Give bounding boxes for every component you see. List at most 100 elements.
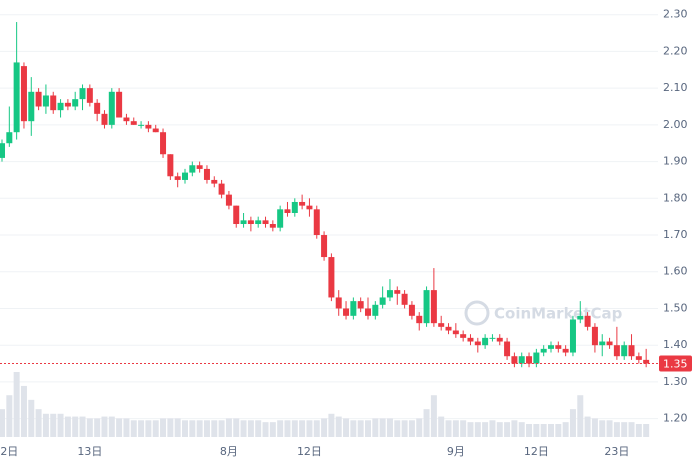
candle-body xyxy=(189,165,196,173)
candle-body xyxy=(108,91,115,125)
volume-bar xyxy=(489,420,496,437)
candle-body xyxy=(174,176,181,180)
volume-bar xyxy=(328,413,335,437)
last-price-box xyxy=(659,355,692,372)
volume-bar xyxy=(526,424,533,437)
volume-bar xyxy=(269,422,276,437)
volume-bar xyxy=(145,420,152,437)
x-tick-label: 8月 xyxy=(220,445,238,458)
y-tick-label: 2.00 xyxy=(663,118,688,131)
x-tick-label: 23日 xyxy=(604,445,629,458)
candle-body xyxy=(584,315,591,327)
volume-bar xyxy=(621,422,628,437)
candle-body xyxy=(438,323,445,327)
candle-body xyxy=(504,341,511,357)
x-tick-label: 12日 xyxy=(524,445,549,458)
volume-bar xyxy=(255,420,262,437)
volume-bar xyxy=(123,418,130,437)
candle-body xyxy=(606,341,613,346)
candle-body xyxy=(57,102,64,111)
volume-bar xyxy=(225,418,232,437)
candle-body xyxy=(86,88,93,103)
volume-bar xyxy=(247,420,254,437)
candle-body xyxy=(167,154,174,177)
candle-body xyxy=(321,235,328,258)
candle-body xyxy=(116,91,123,118)
candle-body xyxy=(0,143,5,158)
candle-body xyxy=(401,293,408,305)
volume-bar xyxy=(511,420,518,437)
volume-bar xyxy=(379,418,386,437)
candle-body xyxy=(555,345,562,349)
candle-body xyxy=(372,304,379,316)
volume-bar xyxy=(401,420,408,437)
candle-body xyxy=(138,124,145,126)
candle-body xyxy=(511,356,518,364)
candle-body xyxy=(562,348,569,353)
y-tick-label: 1.50 xyxy=(663,301,688,314)
volume-bar xyxy=(555,424,562,437)
candle-body xyxy=(526,356,533,364)
candle-body xyxy=(379,297,386,305)
volume-bar xyxy=(445,420,452,437)
candle-body xyxy=(101,113,108,125)
candle-body xyxy=(613,345,620,357)
volume-bar xyxy=(460,420,467,437)
volume-bar xyxy=(189,420,196,437)
volume-bar xyxy=(372,418,379,437)
candle-body xyxy=(496,337,503,342)
candle-body xyxy=(255,220,262,225)
x-tick-label: 12日 xyxy=(297,445,322,458)
y-tick-label: 1.60 xyxy=(663,265,688,278)
candle-body xyxy=(548,345,554,349)
y-tick-label: 2.30 xyxy=(663,8,688,21)
volume-bar xyxy=(306,420,313,437)
candle-body xyxy=(182,172,188,180)
candle-body xyxy=(306,205,313,210)
volume-bar xyxy=(35,409,42,437)
candle-body xyxy=(350,301,357,316)
candle-body xyxy=(123,117,130,122)
volume-bar xyxy=(240,420,247,437)
volume-bar xyxy=(394,420,401,437)
volume-bar xyxy=(518,422,525,437)
volume-bar xyxy=(28,399,35,437)
volume-bar xyxy=(496,422,503,437)
volume-bar xyxy=(386,418,393,437)
watermark: CoinMarketCap xyxy=(464,300,623,326)
candle-body xyxy=(291,201,298,213)
candle-body xyxy=(13,62,20,133)
volume-bar xyxy=(474,422,481,437)
candle-body xyxy=(240,220,247,225)
volume-bar xyxy=(628,422,635,437)
volume-bar xyxy=(20,385,27,437)
candle-body xyxy=(591,326,598,346)
y-tick-label: 1.30 xyxy=(663,375,688,388)
candle-body xyxy=(94,102,101,114)
candle-body xyxy=(20,66,27,122)
volume-bar xyxy=(335,416,342,437)
candle-body xyxy=(225,194,232,206)
volume-bar xyxy=(365,420,371,437)
candle-body xyxy=(394,290,401,294)
volume-bar xyxy=(291,420,298,437)
volume-bar xyxy=(72,416,79,437)
volume-bar xyxy=(540,424,547,437)
candle-body xyxy=(343,308,350,316)
candle-body xyxy=(621,345,628,357)
candle-body xyxy=(203,168,210,180)
candle-body xyxy=(599,341,606,346)
volume-bar xyxy=(116,418,123,437)
volume-bar xyxy=(284,420,291,437)
volume-bar xyxy=(196,420,203,437)
volume-bar xyxy=(79,416,86,437)
volume-bar xyxy=(57,413,64,437)
candle-body xyxy=(628,345,635,357)
y-tick-label: 1.90 xyxy=(663,155,688,168)
candle-body xyxy=(569,319,576,353)
candle-body xyxy=(42,95,49,107)
candle-body xyxy=(35,91,42,107)
candle-body xyxy=(408,304,415,316)
volume-bar xyxy=(211,420,218,437)
